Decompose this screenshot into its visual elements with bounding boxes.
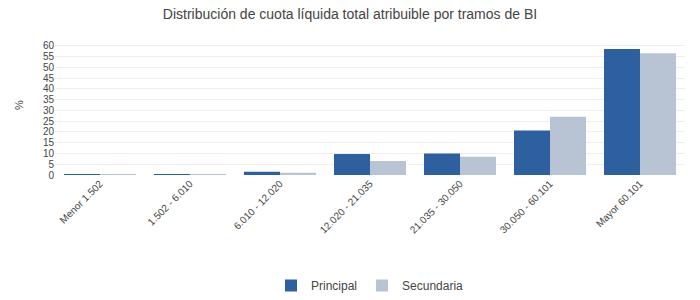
svg-text:20: 20 — [43, 126, 55, 137]
svg-text:Menor 1.502: Menor 1.502 — [57, 178, 105, 226]
svg-text:10: 10 — [43, 148, 55, 159]
svg-text:12.020 - 21.035: 12.020 - 21.035 — [318, 178, 376, 236]
svg-text:25: 25 — [43, 116, 55, 127]
svg-text:Principal: Principal — [311, 279, 357, 293]
svg-text:30.050 - 60.101: 30.050 - 60.101 — [498, 178, 556, 236]
svg-text:0: 0 — [48, 170, 54, 181]
svg-text:6.010 - 12.020: 6.010 - 12.020 — [232, 178, 286, 232]
svg-text:15: 15 — [43, 137, 55, 148]
svg-text:60: 60 — [43, 40, 55, 51]
svg-text:45: 45 — [43, 73, 55, 84]
svg-text:Distribución de cuota líquida: Distribución de cuota líquida total atri… — [163, 6, 537, 22]
svg-text:35: 35 — [43, 94, 55, 105]
svg-text:21.035 - 30.050: 21.035 - 30.050 — [408, 178, 466, 236]
svg-text:%: % — [13, 100, 25, 110]
svg-text:1.502 - 6.010: 1.502 - 6.010 — [145, 178, 195, 228]
svg-text:Mayor 60.101: Mayor 60.101 — [594, 178, 645, 229]
svg-text:30: 30 — [43, 105, 55, 116]
svg-text:55: 55 — [43, 51, 55, 62]
svg-text:Secundaria: Secundaria — [402, 279, 463, 293]
svg-text:50: 50 — [43, 62, 55, 73]
svg-text:5: 5 — [48, 159, 54, 170]
svg-text:40: 40 — [43, 83, 55, 94]
